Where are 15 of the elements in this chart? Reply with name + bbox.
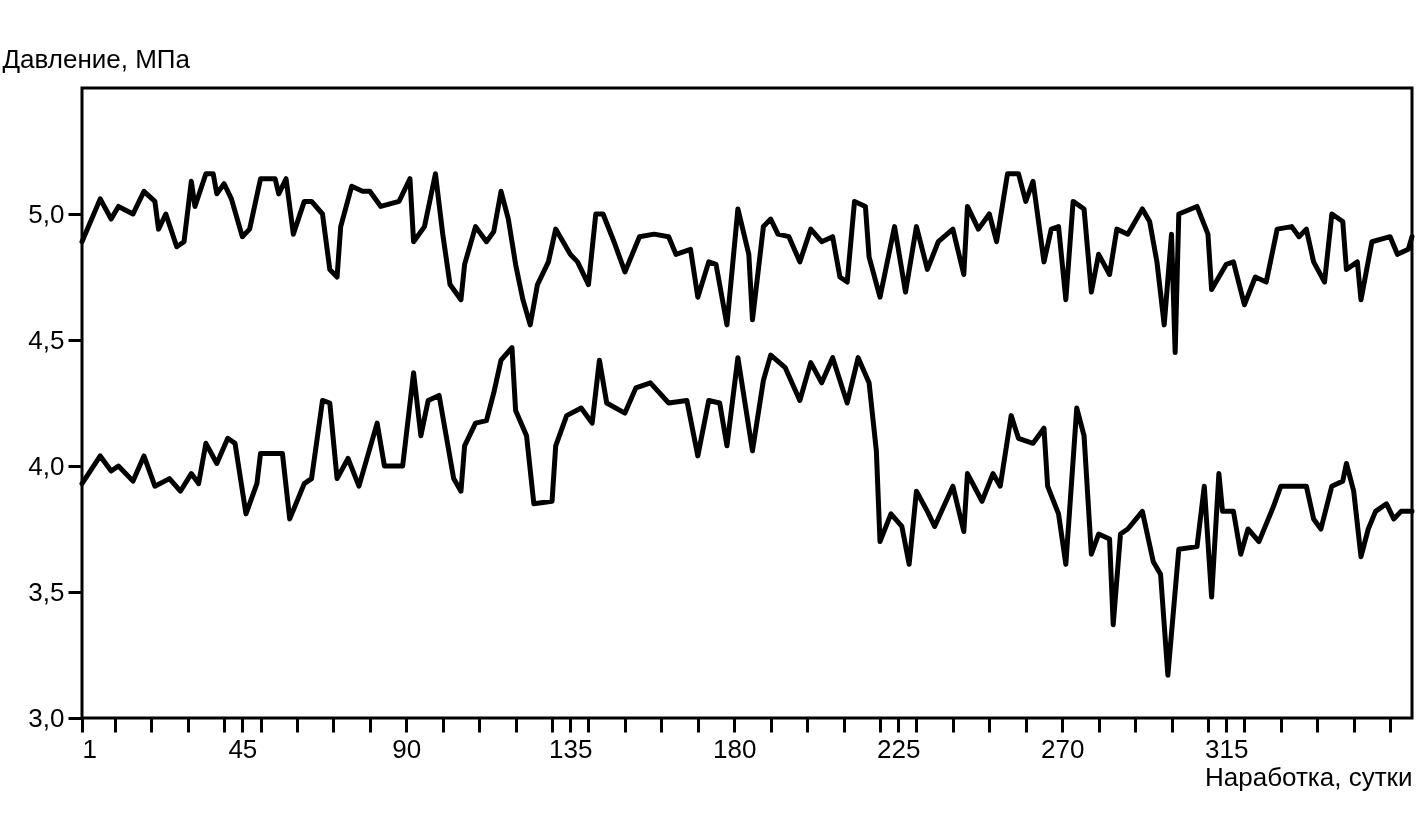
y-tick-label: 4,5 — [28, 324, 65, 355]
x-tick-label: 135 — [549, 733, 593, 764]
y-axis-title: Давление, МПа — [2, 43, 191, 74]
x-tick-label: 270 — [1041, 733, 1085, 764]
y-tick-label: 5,0 — [28, 198, 65, 229]
x-tick-label: 45 — [228, 733, 258, 764]
x-tick-label: 315 — [1204, 733, 1249, 764]
x-tick-label: 180 — [713, 733, 757, 764]
y-tick-label: 3,0 — [28, 702, 65, 733]
x-axis-title: Наработка, сутки — [1204, 761, 1413, 792]
x-tick-label: 225 — [877, 733, 921, 764]
y-tick-label: 3,5 — [28, 576, 65, 607]
x-tick-label: 90 — [392, 733, 422, 764]
y-tick-label: 4,0 — [28, 450, 65, 481]
x-tick-label: 1 — [82, 733, 97, 764]
